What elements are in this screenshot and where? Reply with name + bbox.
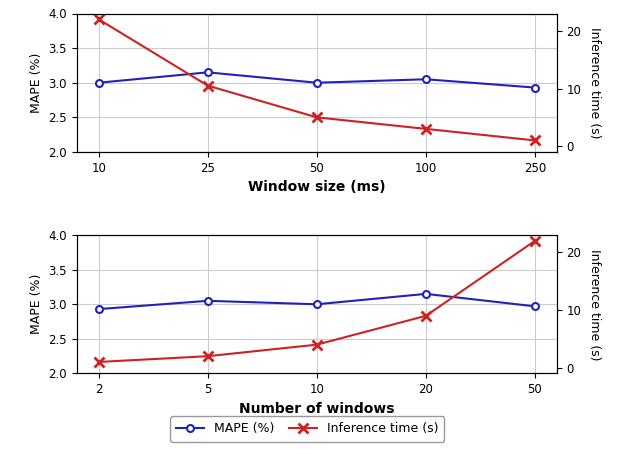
Y-axis label: MAPE (%): MAPE (%) (30, 274, 43, 334)
MAPE (%) (204, 298, 212, 303)
MAPE (%) (313, 80, 321, 86)
MAPE (%) (531, 304, 539, 309)
Inference time (s) (204, 83, 212, 88)
Inference time (s) (313, 342, 321, 347)
X-axis label: Window size (ms): Window size (ms) (248, 180, 386, 194)
MAPE (%) (422, 291, 429, 297)
Inference time (s) (531, 138, 539, 143)
Legend: MAPE (%), Inference time (s): MAPE (%), Inference time (s) (170, 416, 444, 441)
Inference time (s) (313, 115, 321, 120)
Inference time (s) (204, 354, 212, 359)
Y-axis label: MAPE (%): MAPE (%) (30, 53, 43, 113)
Line: MAPE (%): MAPE (%) (95, 69, 538, 91)
Inference time (s) (95, 17, 102, 22)
MAPE (%) (204, 70, 212, 75)
MAPE (%) (313, 302, 321, 307)
Inference time (s) (95, 359, 102, 364)
MAPE (%) (531, 85, 539, 90)
Y-axis label: Inference time (s): Inference time (s) (588, 248, 601, 360)
Line: Inference time (s): Inference time (s) (93, 14, 540, 145)
MAPE (%) (95, 306, 102, 312)
Line: MAPE (%): MAPE (%) (95, 290, 538, 313)
MAPE (%) (95, 80, 102, 86)
X-axis label: Number of windows: Number of windows (239, 402, 394, 416)
Y-axis label: Inference time (s): Inference time (s) (588, 27, 601, 139)
Inference time (s) (422, 126, 429, 131)
Inference time (s) (422, 313, 429, 319)
Inference time (s) (531, 238, 539, 243)
Line: Inference time (s): Inference time (s) (93, 236, 540, 367)
MAPE (%) (422, 76, 429, 82)
